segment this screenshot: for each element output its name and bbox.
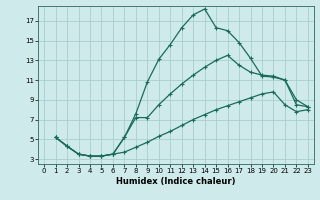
X-axis label: Humidex (Indice chaleur): Humidex (Indice chaleur) — [116, 177, 236, 186]
